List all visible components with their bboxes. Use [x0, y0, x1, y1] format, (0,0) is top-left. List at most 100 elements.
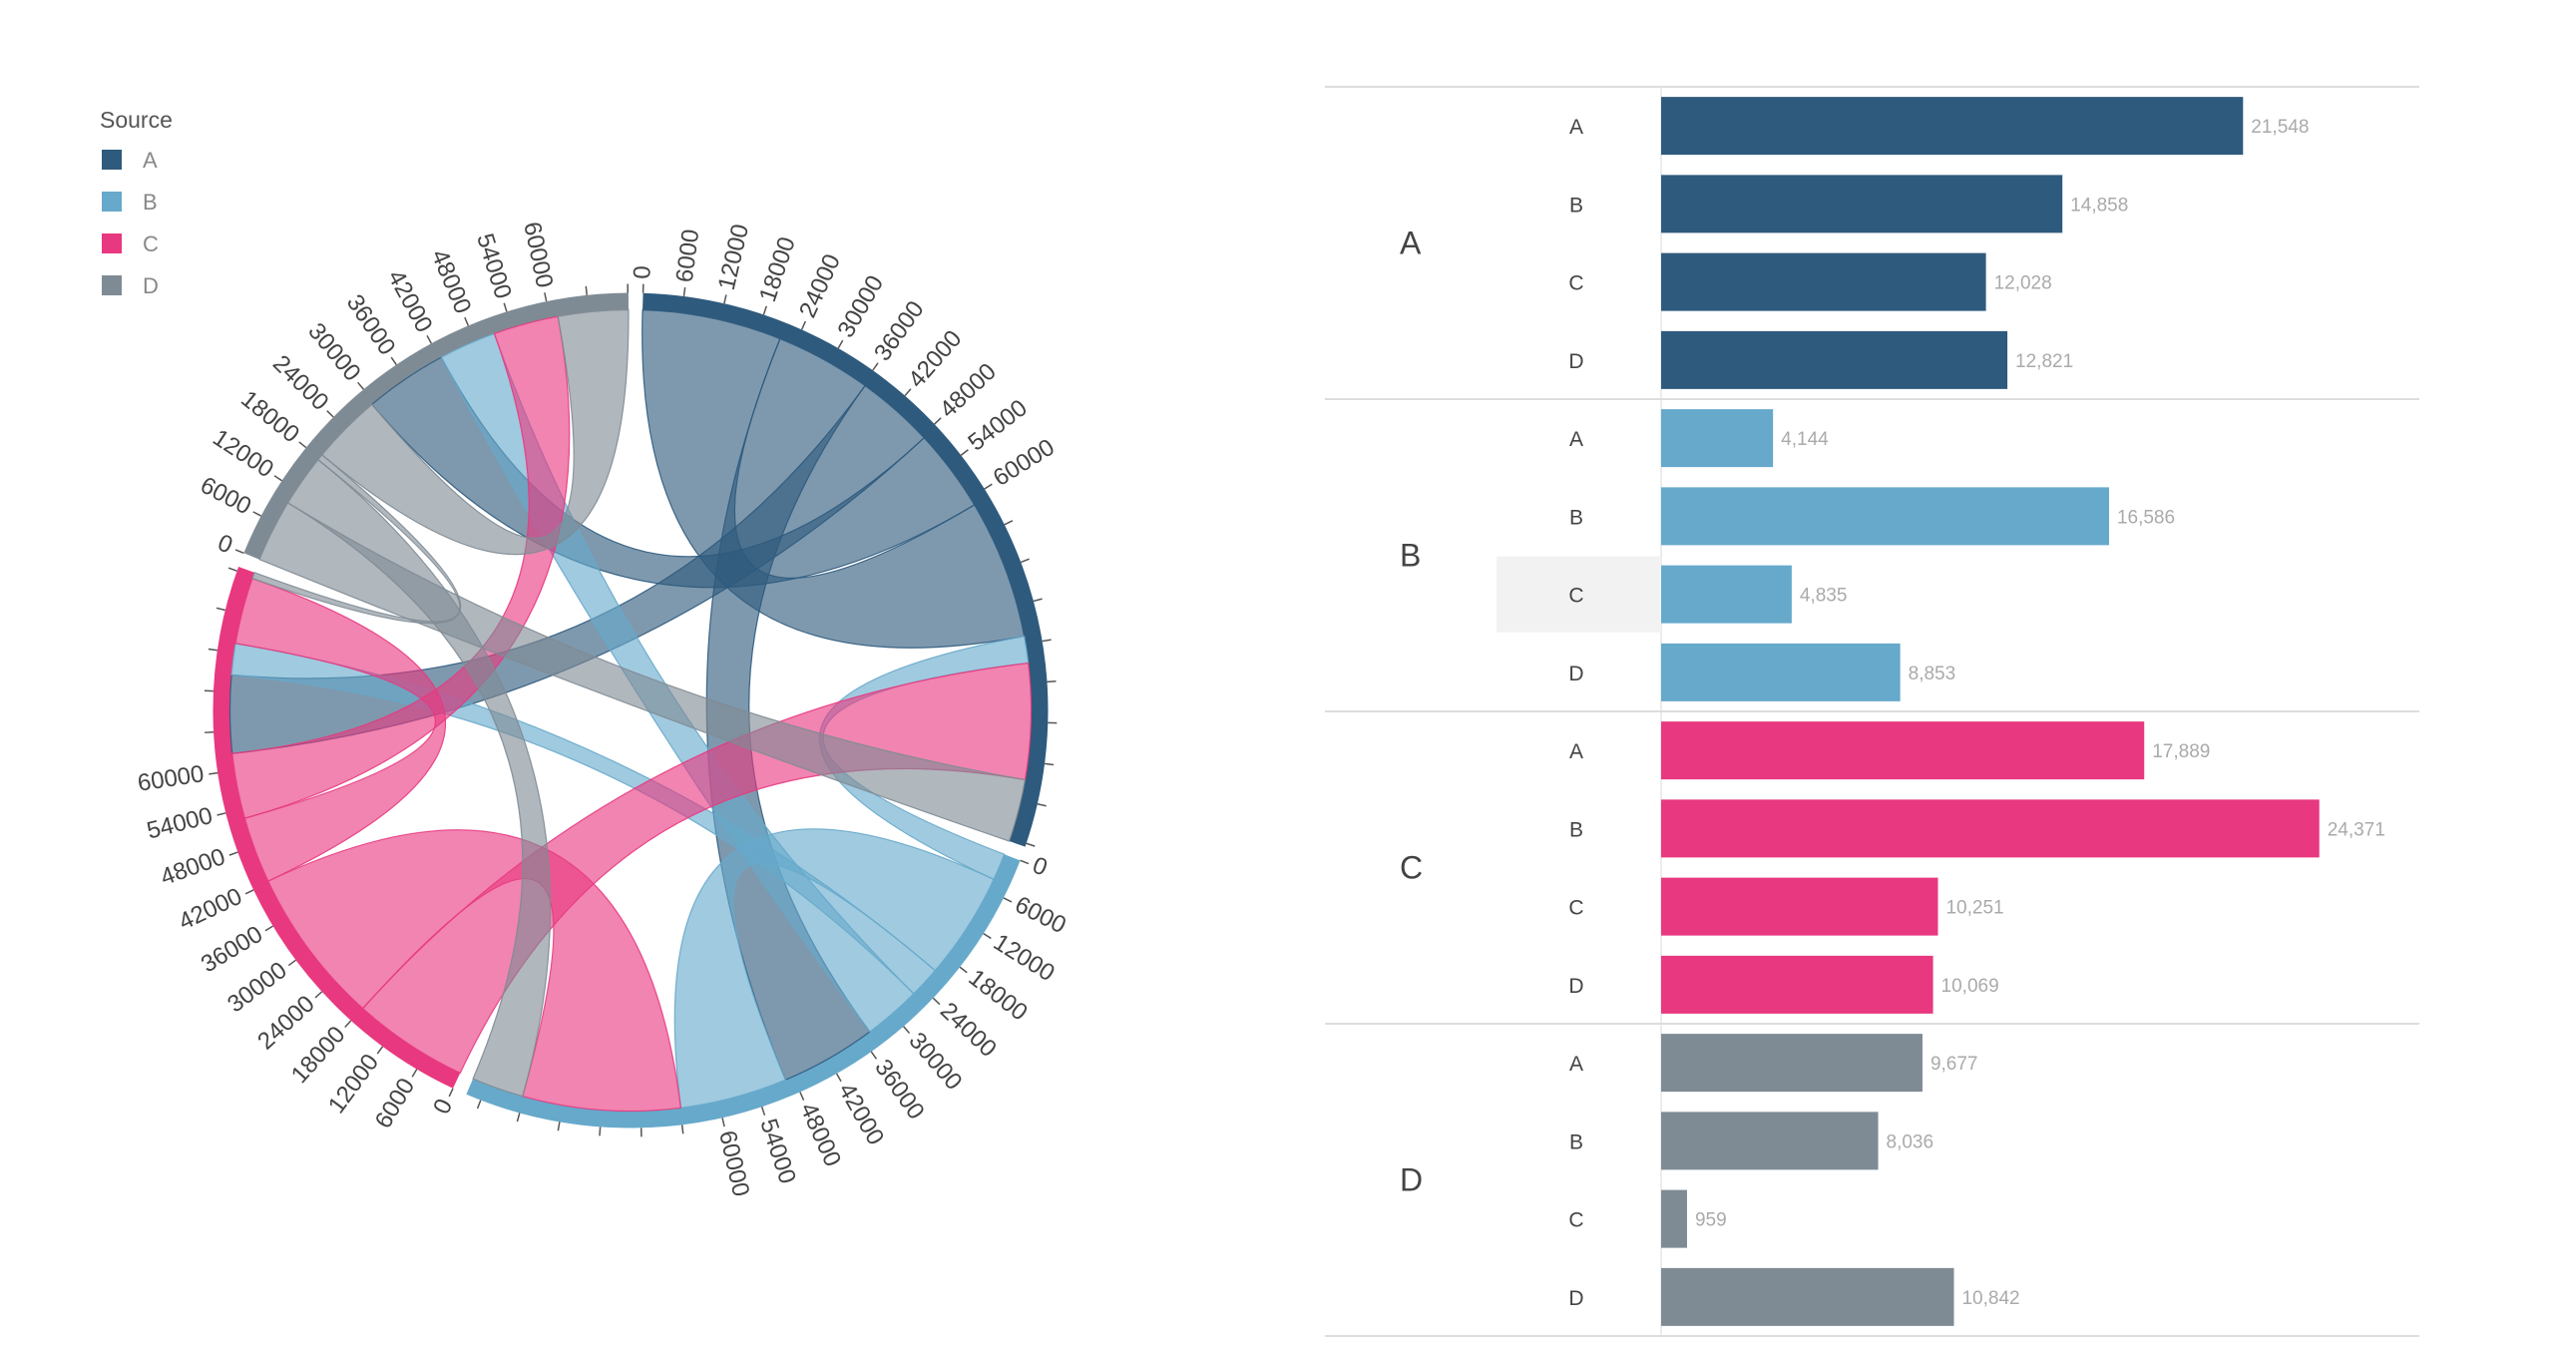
legend-label-d: D: [143, 273, 159, 298]
category-label: C: [1568, 897, 1583, 920]
chord-tick-b: [599, 1126, 602, 1136]
group-label-a: A: [1400, 225, 1422, 261]
chord-tick-b: [516, 1113, 521, 1122]
category-label: A: [1569, 740, 1583, 763]
group-label-d: D: [1400, 1162, 1423, 1198]
chord-tick-d: [273, 475, 282, 482]
chord-tick-b: [870, 1051, 878, 1060]
chord-ribbon-c-d: [231, 315, 571, 819]
category-label: A: [1569, 428, 1583, 451]
chord-tick-c: [411, 1069, 418, 1078]
chord-tick-label: 6000: [1011, 891, 1071, 939]
bar-value-label: 8,036: [1887, 1131, 1934, 1152]
bar-c-d: [1661, 955, 1933, 1014]
legend-swatch-b: [102, 192, 122, 212]
bar-value-label: 24,371: [2328, 819, 2385, 840]
chord-tick-a: [1042, 639, 1052, 643]
category-label: A: [1569, 116, 1583, 139]
chord-tick-d: [544, 292, 548, 302]
chord-tick-label: 0: [629, 265, 655, 279]
legend-title: Source: [100, 107, 173, 133]
grouped-bar-chart: A A 21,548 B 14,858 C 12,028 D 12,821 B A 4,144 B 16,…: [1325, 86, 2419, 1337]
chord-tick-c: [216, 812, 226, 816]
category-label: B: [1569, 1130, 1583, 1153]
chord-tick-label: 48000: [157, 843, 228, 891]
chord-tick-c: [344, 1020, 352, 1029]
bar-value-label: 10,251: [1945, 898, 2003, 919]
chord-diagram: 0 6000 12000 180002400030000360004200048000…: [136, 220, 1071, 1199]
chord-tick-label: 6000: [671, 227, 705, 283]
bar-value-label: 9,677: [1931, 1054, 1978, 1075]
chord-tick-b: [760, 1107, 766, 1117]
chord-tick-label: 36000: [197, 921, 267, 979]
chord-tick-b: [959, 966, 968, 974]
chord-tick-label: 36000: [869, 1055, 930, 1124]
legend-swatch-d: [102, 275, 122, 295]
chord-tick-a: [960, 449, 969, 456]
chord-tick-a: [800, 320, 807, 330]
chord-tick-label: 60000: [713, 1128, 754, 1199]
bar-value-label: 959: [1695, 1210, 1727, 1231]
category-label: A: [1569, 1053, 1583, 1076]
chord-tick-b: [721, 1118, 725, 1127]
category-label: D: [1568, 663, 1583, 685]
chord-tick-label: 30000: [832, 271, 889, 342]
chord-tick-label: 60000: [989, 434, 1060, 492]
chord-tick-label: 24000: [794, 250, 846, 322]
chord-tick-label: 0: [1029, 852, 1051, 882]
bar-value-label: 10,069: [1941, 976, 1999, 997]
bar-value-label: 4,144: [1781, 429, 1829, 450]
chord-tick-b: [1003, 897, 1013, 903]
chord-tick-a: [934, 417, 942, 425]
chord-tick-label: 60000: [136, 760, 206, 797]
bar-d-d: [1661, 1267, 1954, 1326]
chord-tick-c: [215, 607, 225, 612]
chord-arc-d: [243, 292, 629, 560]
chord-tick-label: 6000: [196, 472, 255, 521]
chord-ribbon-d-d: [320, 308, 630, 556]
chord-tick-c: [208, 648, 217, 652]
chord-tick-a: [984, 483, 993, 490]
category-label: D: [1568, 350, 1583, 373]
bar-c-a: [1661, 721, 2145, 780]
group-label-b: B: [1400, 538, 1421, 574]
chord-arc-b: [466, 854, 1021, 1128]
chord-tick-d: [426, 334, 432, 344]
chord-tick-label: 0: [428, 1095, 458, 1119]
category-label: D: [1568, 975, 1583, 998]
chord-tick-c: [448, 1088, 454, 1098]
chord-tick-a: [1004, 520, 1014, 526]
bar-b-a: [1661, 409, 1774, 468]
chord-tick-c: [287, 959, 296, 967]
chord-tick-c: [314, 991, 323, 999]
chord-tick-c: [264, 925, 274, 932]
chord-ribbon-d-c: [251, 454, 462, 625]
legend-label-c: C: [143, 231, 159, 256]
legend-label-a: A: [143, 148, 158, 173]
chord-tick-d: [390, 356, 397, 365]
chord-tick-b: [799, 1092, 805, 1101]
chord-tick-b: [903, 1026, 911, 1034]
chord-arc-c: [213, 566, 461, 1089]
bar-value-label: 17,889: [2152, 741, 2210, 762]
chord-tick-d: [464, 316, 470, 326]
bar-d-a: [1661, 1034, 1923, 1093]
bar-a-c: [1661, 252, 1986, 311]
chord-tick-label: 60000: [518, 220, 558, 290]
chord-tick-b: [1020, 859, 1030, 865]
chord-tick-a: [904, 388, 912, 397]
bar-a-b: [1661, 175, 2063, 233]
bar-value-label: 12,821: [2015, 351, 2073, 372]
legend-swatch-a: [102, 150, 122, 170]
bar-value-label: 14,858: [2070, 195, 2128, 216]
chord-tick-b: [557, 1122, 561, 1131]
bar-b-c: [1661, 565, 1792, 624]
chord-arc-a: [643, 292, 1049, 847]
legend-swatch-c: [102, 233, 122, 253]
chord-tick-label: 6000: [370, 1074, 421, 1133]
chord-tick-label: 18000: [754, 233, 801, 305]
group-label-c: C: [1400, 850, 1423, 886]
chord-tick-a: [837, 339, 844, 349]
chord-tick-d: [357, 381, 365, 390]
